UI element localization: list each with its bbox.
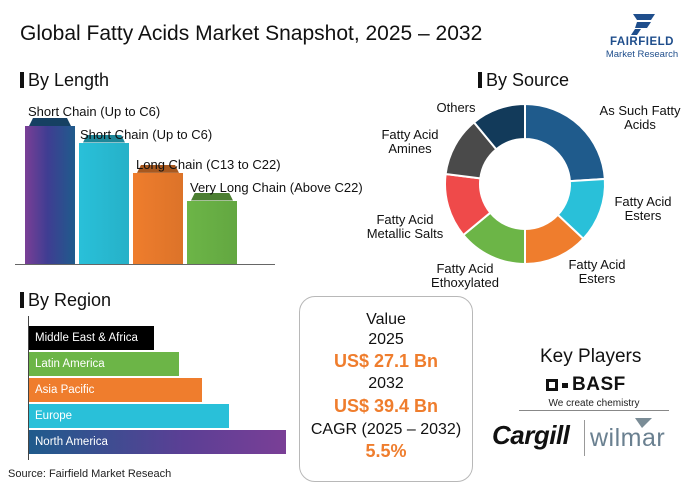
source-slice-label-line: Amines	[388, 141, 432, 156]
length-baseline	[15, 264, 275, 265]
page-title: Global Fatty Acids Market Snapshot, 2025…	[20, 22, 483, 45]
basf-dot-icon	[562, 383, 568, 388]
source-slice-label: Fatty Acid Esters	[614, 195, 671, 223]
source-slice-label-line: Metallic Salts	[366, 226, 444, 241]
market-value-card: Value 2025 US$ 27.1 Bn 2032 US$ 39.4 Bn …	[299, 296, 473, 482]
source-slice-label: Fatty Acid Amines	[381, 128, 438, 156]
source-slice-label-line: Acids	[624, 117, 656, 132]
source-slice-label: Fatty Acid Esters	[568, 258, 625, 286]
wilmar-mark-icon	[635, 418, 652, 428]
region-bar: Europe	[29, 404, 229, 428]
source-note: Source: Fairfield Market Reseach	[8, 468, 172, 480]
source-slice-label-line: Fatty Acid	[436, 261, 494, 276]
source-slice-label-line: Esters	[578, 271, 616, 286]
region-bar: North America	[29, 430, 286, 454]
section-by-length-label: By Length	[28, 70, 110, 90]
basf-underline	[519, 410, 669, 411]
wilmar-logo: wilmar	[590, 416, 680, 456]
value-year-2025: 2025	[368, 331, 404, 348]
key-players-title: Key Players	[540, 346, 642, 367]
section-marker	[20, 292, 24, 308]
value-label: Value	[366, 311, 406, 328]
logo-divider	[584, 420, 585, 456]
region-bar: Latin America	[29, 352, 179, 376]
source-donut-chart	[444, 102, 606, 266]
fairfield-mark-icon	[631, 14, 655, 35]
basf-wordmark: BASF	[572, 374, 626, 395]
region-axis	[28, 316, 29, 460]
section-by-source: By Source	[478, 70, 569, 91]
source-slice-label-line: Ethoxylated	[431, 275, 499, 290]
basf-tagline: We create chemistry	[548, 398, 640, 409]
basf-square-icon	[546, 379, 558, 391]
source-slice-label-line: Fatty Acid	[568, 257, 626, 272]
value-2025: US$ 27.1 Bn	[333, 351, 439, 371]
source-slice-label: Others	[436, 101, 475, 115]
source-slice-label-line: Esters	[624, 208, 662, 223]
region-bar: Middle East & Africa	[29, 326, 154, 350]
section-by-length: By Length	[20, 70, 109, 91]
cagr-label: CAGR (2025 – 2032)	[310, 421, 462, 438]
source-slice-label-line: Fatty Acid	[614, 194, 672, 209]
wilmar-wordmark: wilmar	[590, 424, 666, 452]
basf-logo: BASF	[546, 374, 646, 398]
cargill-logo: Cargill	[492, 420, 570, 450]
section-marker	[20, 72, 24, 88]
section-by-region-label: By Region	[28, 290, 112, 310]
fairfield-logo: FAIRFIELD Market Research	[597, 12, 687, 62]
source-slice	[472, 102, 526, 151]
region-bar: Asia Pacific	[29, 378, 202, 402]
section-by-source-label: By Source	[486, 70, 570, 90]
source-slice-label: As Such Fatty Acids	[600, 104, 681, 132]
source-slice-label: Fatty Acid Metallic Salts	[367, 213, 444, 241]
source-slice-label-line: Fatty Acid	[381, 127, 439, 142]
logo-subtitle: Market Research	[605, 49, 679, 60]
source-slice-label-line: Fatty Acid	[376, 212, 434, 227]
source-slice-label-line: As Such Fatty	[599, 103, 681, 118]
value-2032: US$ 39.4 Bn	[333, 396, 439, 416]
logo-name: FAIRFIELD	[610, 36, 674, 48]
cagr-value: 5.5%	[365, 441, 407, 461]
section-by-region: By Region	[20, 290, 111, 311]
section-marker	[478, 72, 482, 88]
source-slice-label: Fatty Acid Ethoxylated	[431, 262, 499, 290]
source-slice-label-line: Others	[436, 100, 476, 115]
value-year-2032: 2032	[368, 375, 404, 392]
